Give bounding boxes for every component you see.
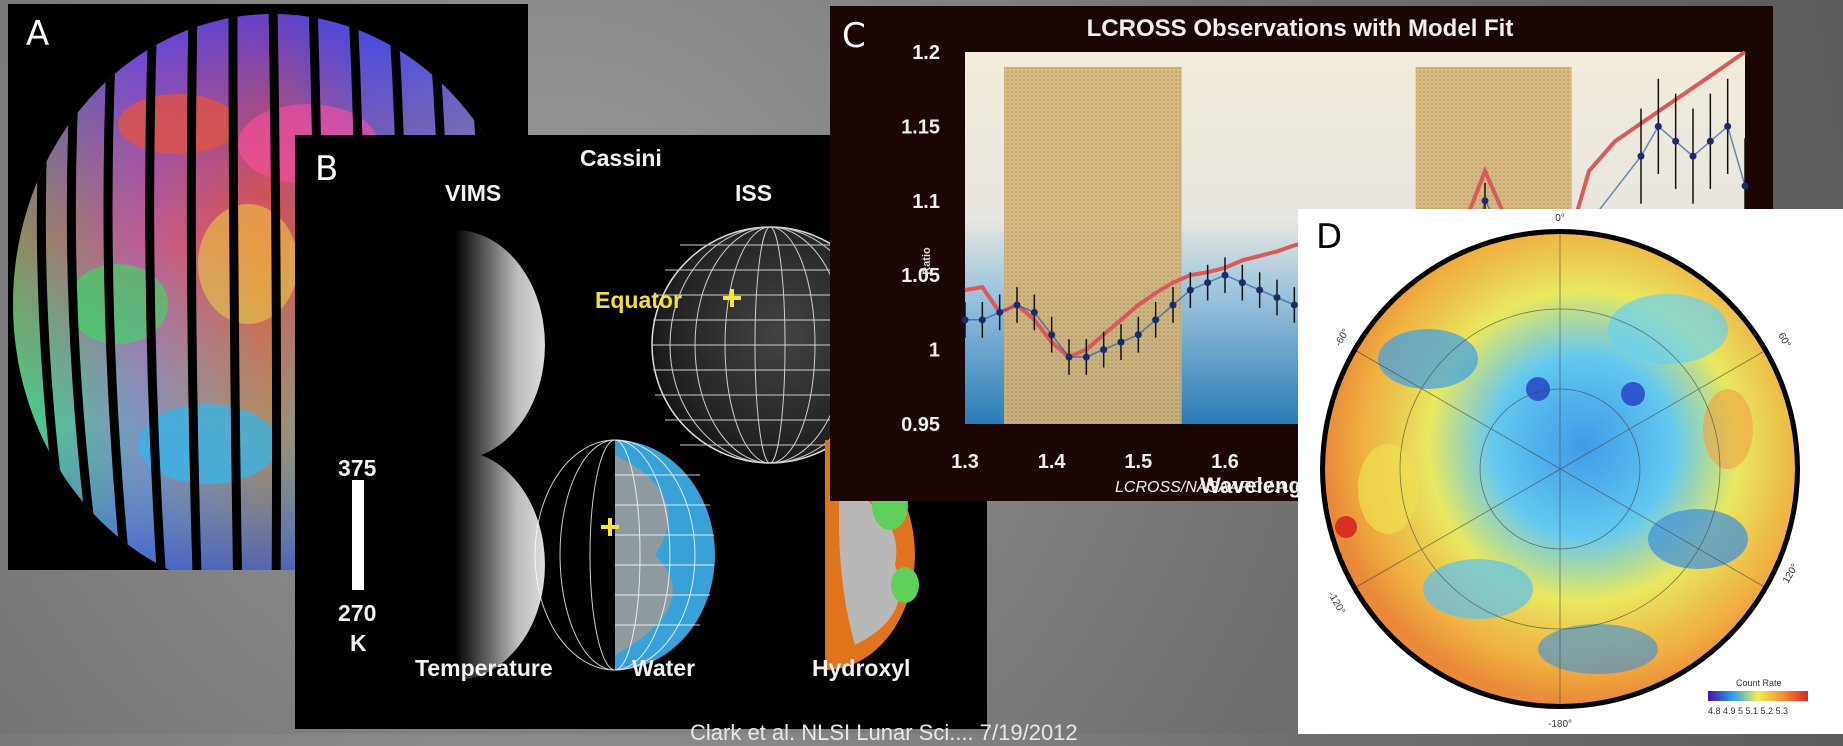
panel-c-label: C (842, 16, 866, 56)
observation-point-10 (1134, 331, 1142, 339)
y-tick-label-2: 1.05 (901, 265, 940, 287)
observation-point-8 (1100, 346, 1108, 354)
y-tick-label-5: 1.2 (912, 42, 940, 64)
observation-point-35 (1706, 137, 1714, 145)
angle-label-bottom: -180° (1548, 719, 1572, 730)
iss-label: ISS (735, 180, 773, 206)
observation-point-6 (1065, 353, 1073, 361)
observation-point-18 (1273, 294, 1281, 302)
observation-point-33 (1672, 137, 1680, 145)
observation-point-31 (1637, 152, 1645, 160)
x-tick-label-1: 1.4 (1038, 451, 1067, 473)
panel-d-polar-map: 0° -60° 60° -120° 120° -180° Count Rate … (1298, 209, 1843, 734)
vims-disk-image (455, 230, 545, 460)
chart-title: LCROSS Observations with Model Fit (1087, 15, 1514, 42)
observation-point-4 (1030, 308, 1038, 316)
temperature-caption: Temperature (415, 655, 553, 681)
observation-point-19 (1290, 301, 1298, 309)
observation-point-11 (1152, 316, 1160, 324)
scale-min-label: 270 (338, 600, 377, 626)
polar-count-rate-map: 0° -60° 60° -120° 120° -180° Count Rate … (1320, 213, 1808, 730)
angle-label-right-lower: 120° (1781, 562, 1801, 585)
scale-unit-label: K (350, 630, 367, 656)
observation-point-17 (1256, 286, 1264, 294)
y-tick-label-4: 1.15 (901, 116, 940, 138)
hydroxyl-caption: Hydroxyl (812, 655, 911, 681)
water-marker-icon (601, 518, 619, 536)
observation-point-25 (1481, 197, 1489, 205)
legend-title: Count Rate (1736, 678, 1782, 688)
panel-d-label: D (1316, 217, 1343, 257)
observation-point-12 (1169, 301, 1177, 309)
shaded-band-0 (1004, 66, 1182, 424)
observation-point-32 (1654, 122, 1662, 130)
legend-ticks: 4.8 4.9 5 5.1 5.2 5.3 (1708, 706, 1788, 716)
observation-point-2 (996, 308, 1004, 316)
observation-point-16 (1238, 279, 1246, 287)
angle-label-left-lower: -120° (1325, 590, 1347, 616)
footer-citation: Clark et al. NLSI Lunar Sci.... 7/19/201… (690, 720, 1078, 745)
observation-point-13 (1186, 286, 1194, 294)
temperature-disk-image (455, 450, 545, 680)
scale-max-label: 375 (338, 455, 377, 481)
y-tick-label-3: 1.1 (912, 191, 940, 213)
cassini-title: Cassini (580, 145, 662, 171)
water-globe-image (534, 439, 715, 671)
observation-point-1 (978, 316, 986, 324)
observation-point-36 (1724, 122, 1732, 130)
water-caption: Water (632, 655, 696, 681)
observation-point-9 (1117, 338, 1125, 346)
observation-point-7 (1082, 353, 1090, 361)
angle-label-right-upper: 60° (1775, 331, 1792, 350)
observation-point-0 (961, 316, 969, 324)
equator-label: Equator (595, 287, 682, 313)
panel-b-label: B (315, 149, 339, 189)
observation-point-37 (1741, 182, 1749, 190)
observation-point-34 (1689, 152, 1697, 160)
iss-globe-image (651, 226, 889, 464)
observation-point-3 (1013, 301, 1021, 309)
observation-point-5 (1048, 331, 1056, 339)
observation-point-14 (1204, 279, 1212, 287)
x-tick-label-2: 1.5 (1124, 451, 1152, 473)
panel-a-label: A (26, 14, 50, 54)
y-axis-label: Ratio (921, 247, 933, 275)
y-tick-label-1: 1 (929, 340, 940, 362)
x-tick-label-3: 1.6 (1211, 451, 1239, 473)
y-tick-label-0: 0.95 (901, 414, 940, 436)
legend-colorbar (1708, 691, 1808, 701)
x-tick-label-0: 1.3 (951, 451, 979, 473)
angle-label-top: 0° (1555, 213, 1565, 224)
angle-label-left-upper: -60° (1333, 327, 1352, 348)
vims-label: VIMS (445, 180, 502, 206)
equator-marker-icon (723, 289, 741, 307)
temperature-scale-bar (352, 480, 364, 590)
observation-point-15 (1221, 271, 1229, 279)
